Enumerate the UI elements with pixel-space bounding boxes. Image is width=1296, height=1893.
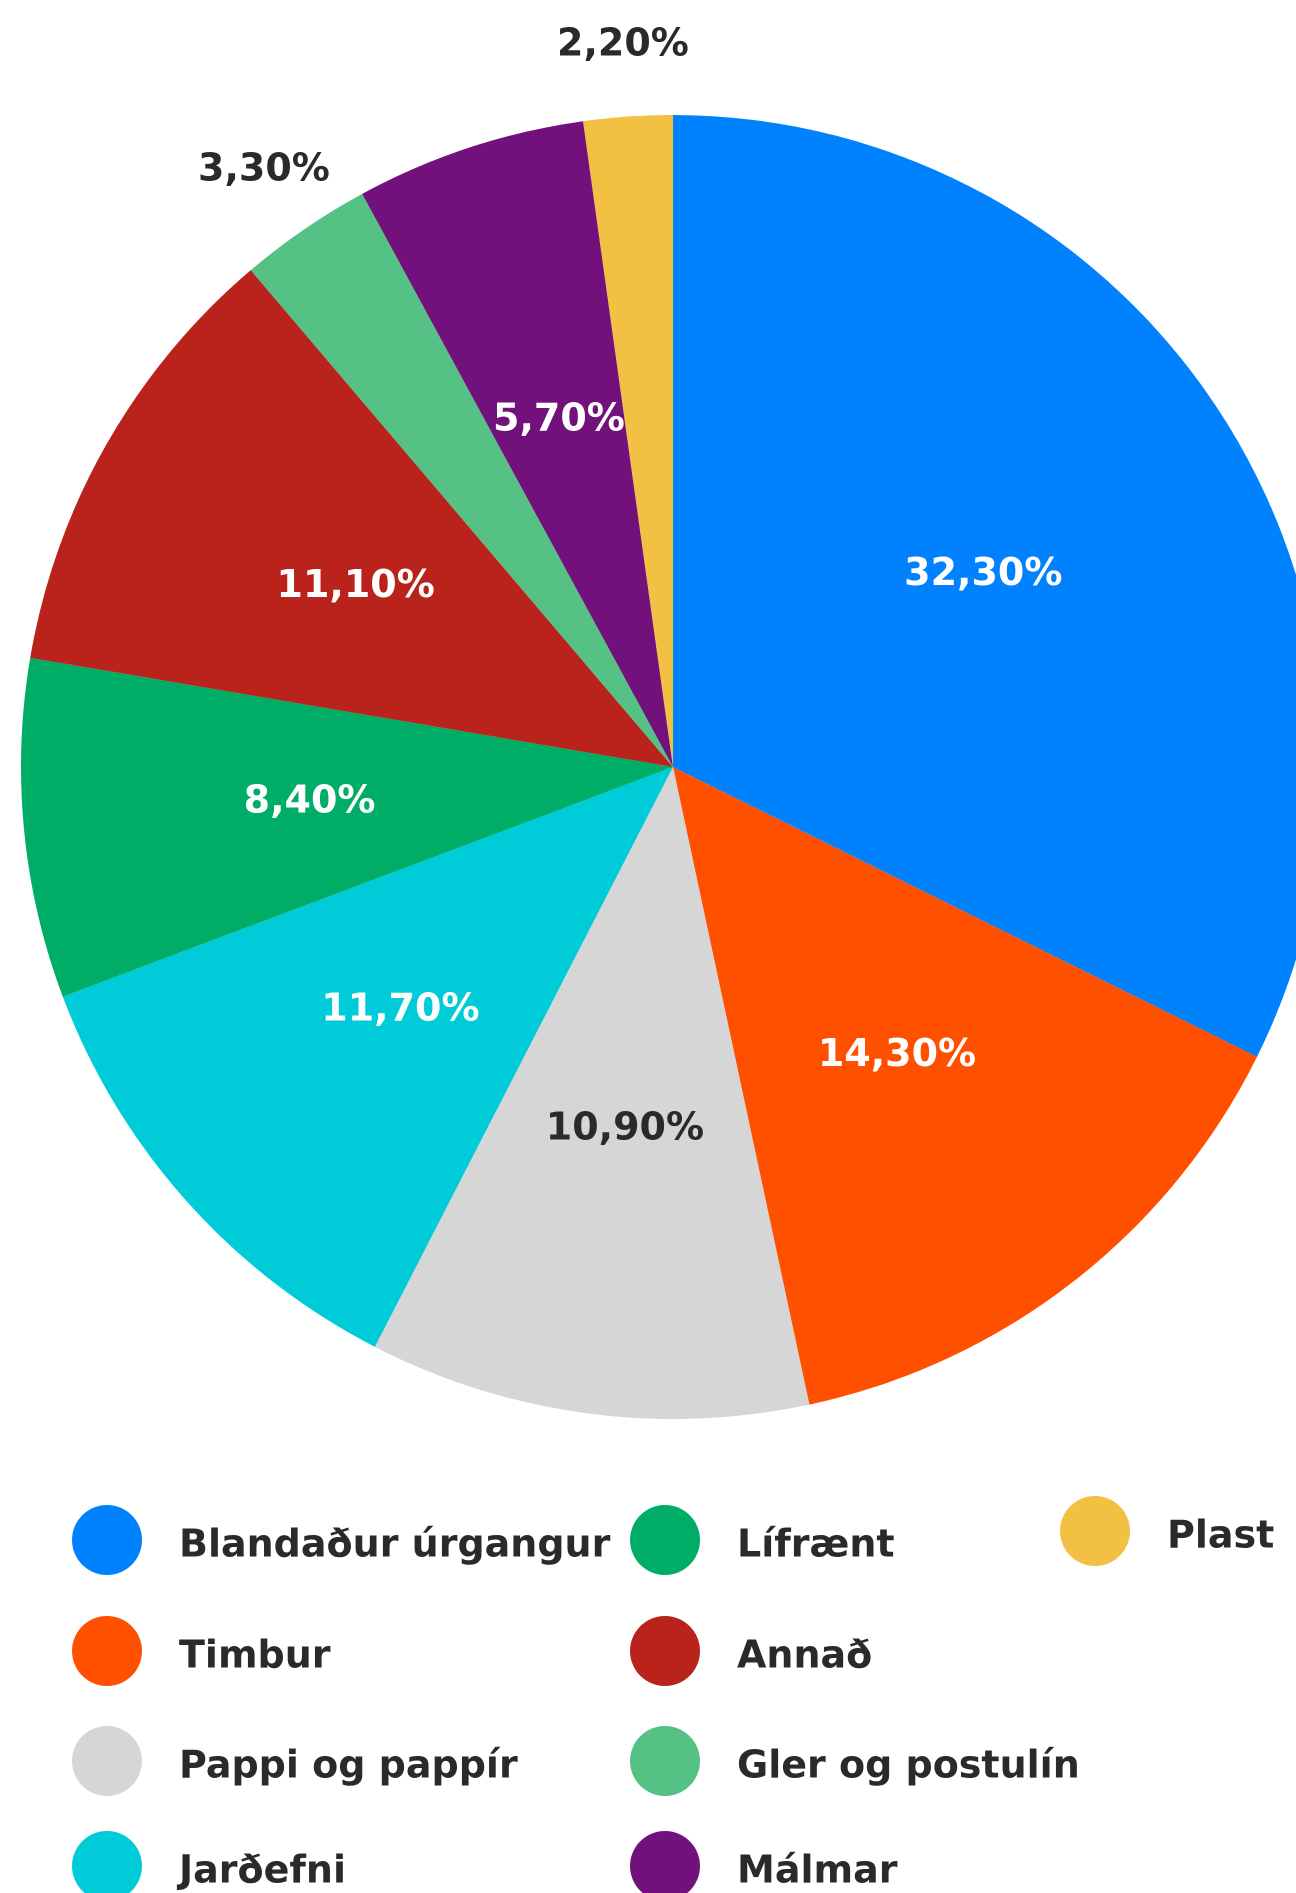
data-label: 8,40% <box>244 777 376 821</box>
data-label: 10,90% <box>546 1104 704 1148</box>
legend-swatch <box>630 1726 700 1796</box>
data-label: 11,70% <box>321 985 479 1029</box>
data-label: 3,30% <box>198 145 330 189</box>
legend-label: Pappi og pappír <box>179 1743 518 1787</box>
legend-swatch <box>72 1831 142 1893</box>
legend-swatch <box>630 1616 700 1686</box>
data-label: 2,20% <box>557 21 689 65</box>
pie-slice <box>673 115 1296 1057</box>
data-label: 32,30% <box>904 550 1062 594</box>
legend-label: Timbur <box>179 1633 331 1677</box>
legend-label: Lífrænt <box>737 1522 895 1566</box>
legend-swatch <box>72 1726 142 1796</box>
legend-label: Blandaður úrgangur <box>179 1522 611 1566</box>
pie-slice <box>250 193 673 768</box>
legend-swatch <box>72 1616 142 1686</box>
pie-slice <box>20 657 673 997</box>
pie-slice <box>374 767 810 1419</box>
data-label: 5,70% <box>493 396 625 440</box>
pie-slice <box>673 767 1258 1405</box>
legend-label: Jarðefni <box>176 1848 346 1892</box>
data-label: 14,30% <box>818 1031 976 1075</box>
legend-label: Annað <box>737 1633 872 1677</box>
data-label: 11,10% <box>277 562 435 606</box>
legend-label: Gler og postulín <box>737 1743 1080 1787</box>
pie-slice <box>583 115 673 767</box>
legend-label: Plast <box>1167 1513 1274 1557</box>
pie-slice <box>30 270 674 767</box>
pie-slice <box>62 767 674 1347</box>
legend-swatch <box>630 1505 700 1575</box>
pie-slice <box>362 121 673 768</box>
legend-swatch <box>1060 1496 1130 1566</box>
legend-swatch <box>630 1831 700 1893</box>
legend-label: Málmar <box>737 1848 898 1892</box>
legend-swatch <box>72 1505 142 1575</box>
